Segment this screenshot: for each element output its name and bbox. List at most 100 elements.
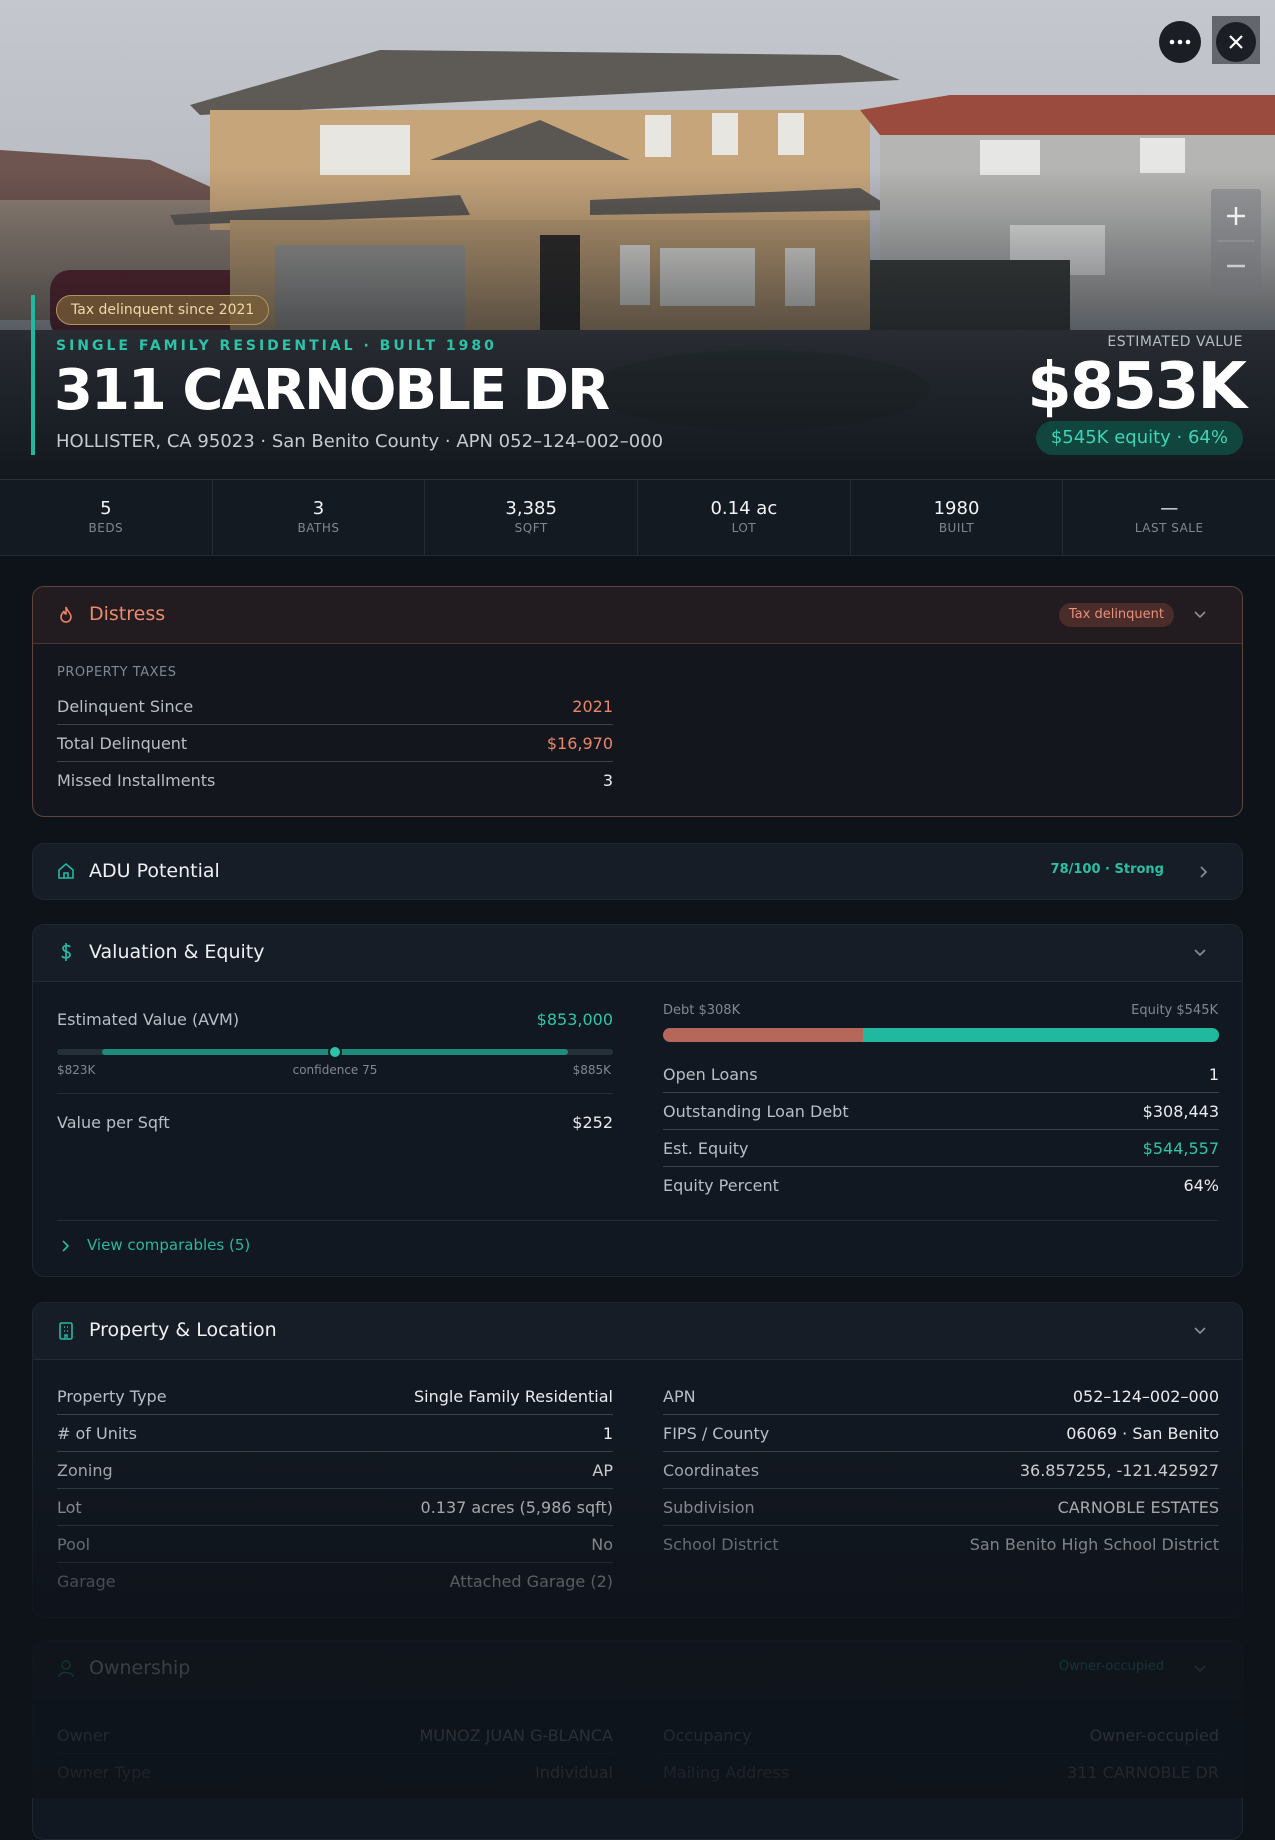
accent-bar — [31, 295, 35, 455]
stat: 0.14 ac LOT — [638, 480, 851, 555]
row: School District San Benito High School Di… — [663, 1526, 1219, 1562]
stat: 3,385 SQFT — [425, 480, 639, 555]
row: Pool No — [57, 1526, 613, 1563]
person-icon — [58, 1660, 74, 1678]
row-value: 1 — [1208, 1064, 1219, 1084]
avm-row: Estimated Value (AVM) $853,000 — [57, 1001, 613, 1037]
row-label: FIPS / County — [663, 1423, 770, 1443]
distress-card: Distress Tax delinquent PROPERTY TAXES D… — [32, 586, 1243, 817]
close-button[interactable] — [1211, 15, 1261, 65]
row-value: San Benito High School District — [969, 1534, 1219, 1554]
row-value: 2021 — [572, 696, 613, 716]
stat: 3 BATHS — [213, 480, 426, 555]
row-value: 052–124–002–000 — [1072, 1386, 1219, 1406]
collapse-chevron[interactable] — [1192, 1661, 1208, 1677]
debt-label: Debt $308K — [663, 1003, 741, 1018]
row-label: Outstanding Loan Debt — [663, 1101, 849, 1121]
collapse-chevron[interactable] — [1192, 945, 1208, 961]
row-value: AP — [592, 1460, 613, 1480]
stat-label: BUILT — [938, 521, 975, 535]
zoom-control[interactable] — [1211, 189, 1261, 293]
owner-rows: Owner MUNOZ JUAN G-BLANCA Owner Type Indivi… — [57, 1717, 613, 1790]
row-value: $853,000 — [536, 1009, 613, 1029]
occupancy-rows: Occupancy Owner-occupied Mailing Address 31… — [663, 1717, 1219, 1790]
row-label: Property Type — [57, 1386, 167, 1406]
row-label: Subdivision — [663, 1497, 755, 1517]
row: Owner MUNOZ JUAN G-BLANCA — [57, 1717, 613, 1754]
row-value: Individual — [535, 1762, 613, 1782]
section-label: PROPERTY TAXES — [57, 665, 177, 680]
row-value: 0.137 acres (5,986 sqft) — [420, 1497, 613, 1517]
collapse-chevron[interactable] — [1192, 607, 1208, 623]
row-value: 311 CARNOBLE DR — [1067, 1762, 1219, 1782]
stat: — LAST SALE — [1063, 480, 1275, 555]
row-value: $252 — [572, 1112, 613, 1132]
collapse-chevron[interactable] — [1192, 1323, 1208, 1339]
open-chevron[interactable] — [1196, 864, 1212, 880]
row: Coordinates 36.857255, -121.425927 — [663, 1452, 1219, 1489]
row-value: 3 — [602, 770, 613, 790]
row-value: 1 — [602, 1423, 613, 1443]
equity-segment — [863, 1028, 1219, 1042]
row: Property Type Single Family Residential — [57, 1378, 613, 1415]
row-label: Delinquent Since — [57, 696, 194, 716]
divider — [57, 1220, 1218, 1221]
row-label: School District — [663, 1534, 779, 1554]
home-icon — [58, 862, 74, 879]
row-label: APN — [663, 1386, 696, 1406]
loan-rows: Open Loans 1 Outstanding Loan Debt $308,443… — [663, 1056, 1219, 1203]
card-title: ADU Potential — [89, 860, 220, 882]
stat-value: 0.14 ac — [710, 498, 778, 519]
row-label: Total Delinquent — [57, 733, 188, 753]
stat-label: SQFT — [514, 521, 548, 535]
stat: 5 BEDS — [0, 480, 213, 555]
expand-chevron — [62, 1240, 70, 1252]
property-card: Property & Location Property Type Single … — [32, 1302, 1243, 1618]
row: Zoning AP — [57, 1452, 613, 1489]
card-title: Distress — [89, 603, 166, 625]
row-value: Attached Garage (2) — [449, 1571, 613, 1591]
row-value: MUNOZ JUAN G-BLANCA — [419, 1725, 613, 1745]
ownership-tag: Owner-occupied — [1058, 1659, 1164, 1674]
row: APN 052–124–002–000 — [663, 1378, 1219, 1415]
row-label: Est. Equity — [663, 1138, 749, 1158]
row: Occupancy Owner-occupied — [663, 1717, 1219, 1754]
row-label: # of Units — [57, 1423, 137, 1443]
row-label: Open Loans — [663, 1064, 758, 1084]
estimate-value: $853K — [1027, 350, 1247, 424]
row-value: $308,443 — [1142, 1101, 1219, 1121]
row-label: Garage — [57, 1571, 116, 1591]
row-label: Owner Type — [57, 1762, 152, 1782]
row-label: Pool — [57, 1534, 91, 1554]
stat-value: 5 — [100, 498, 112, 519]
row: Garage Attached Garage (2) — [57, 1563, 613, 1599]
status-badge: Tax delinquent since 2021 — [56, 295, 270, 325]
stats-bar: 5 BEDS 3 BATHS 3,385 SQFT 0.14 ac LOT 1980 BUILT —… — [0, 480, 1275, 556]
value-rows: Value per Sqft $252 — [57, 1104, 613, 1140]
stat-label: LAST SALE — [1134, 521, 1204, 535]
row: Total Delinquent $16,970 — [57, 725, 613, 762]
row-value: Owner-occupied — [1089, 1725, 1219, 1745]
row-value: CARNOBLE ESTATES — [1057, 1497, 1219, 1517]
row: Open Loans 1 — [663, 1056, 1219, 1093]
row-value: $16,970 — [546, 733, 613, 753]
row-value: No — [591, 1534, 613, 1554]
comparables-link[interactable]: View comparables (5) — [87, 1236, 251, 1254]
row-value: 36.857255, -121.425927 — [1019, 1460, 1219, 1480]
distress-tag: Tax delinquent — [1058, 603, 1174, 627]
stat-value: — — [1160, 498, 1179, 519]
address-line: HOLLISTER, CA 95023 · San Benito County … — [56, 431, 664, 452]
more-button[interactable] — [1158, 20, 1202, 64]
row-label: Occupancy — [663, 1725, 752, 1745]
card-title: Property & Location — [89, 1319, 277, 1341]
row-label: Lot — [57, 1497, 82, 1517]
property-rows: Property Type Single Family Residential # … — [57, 1378, 613, 1599]
building-icon — [59, 1322, 73, 1340]
stat-label: LOT — [731, 521, 757, 535]
row-value: 06069 · San Benito — [1066, 1423, 1219, 1443]
adu-card[interactable]: ADU Potential 78/100 · Strong — [32, 843, 1243, 900]
valuation-card: Valuation & Equity Estimated Value (AVM)… — [32, 924, 1243, 1277]
row-value: Single Family Residential — [414, 1386, 613, 1406]
row: Outstanding Loan Debt $308,443 — [663, 1093, 1219, 1130]
